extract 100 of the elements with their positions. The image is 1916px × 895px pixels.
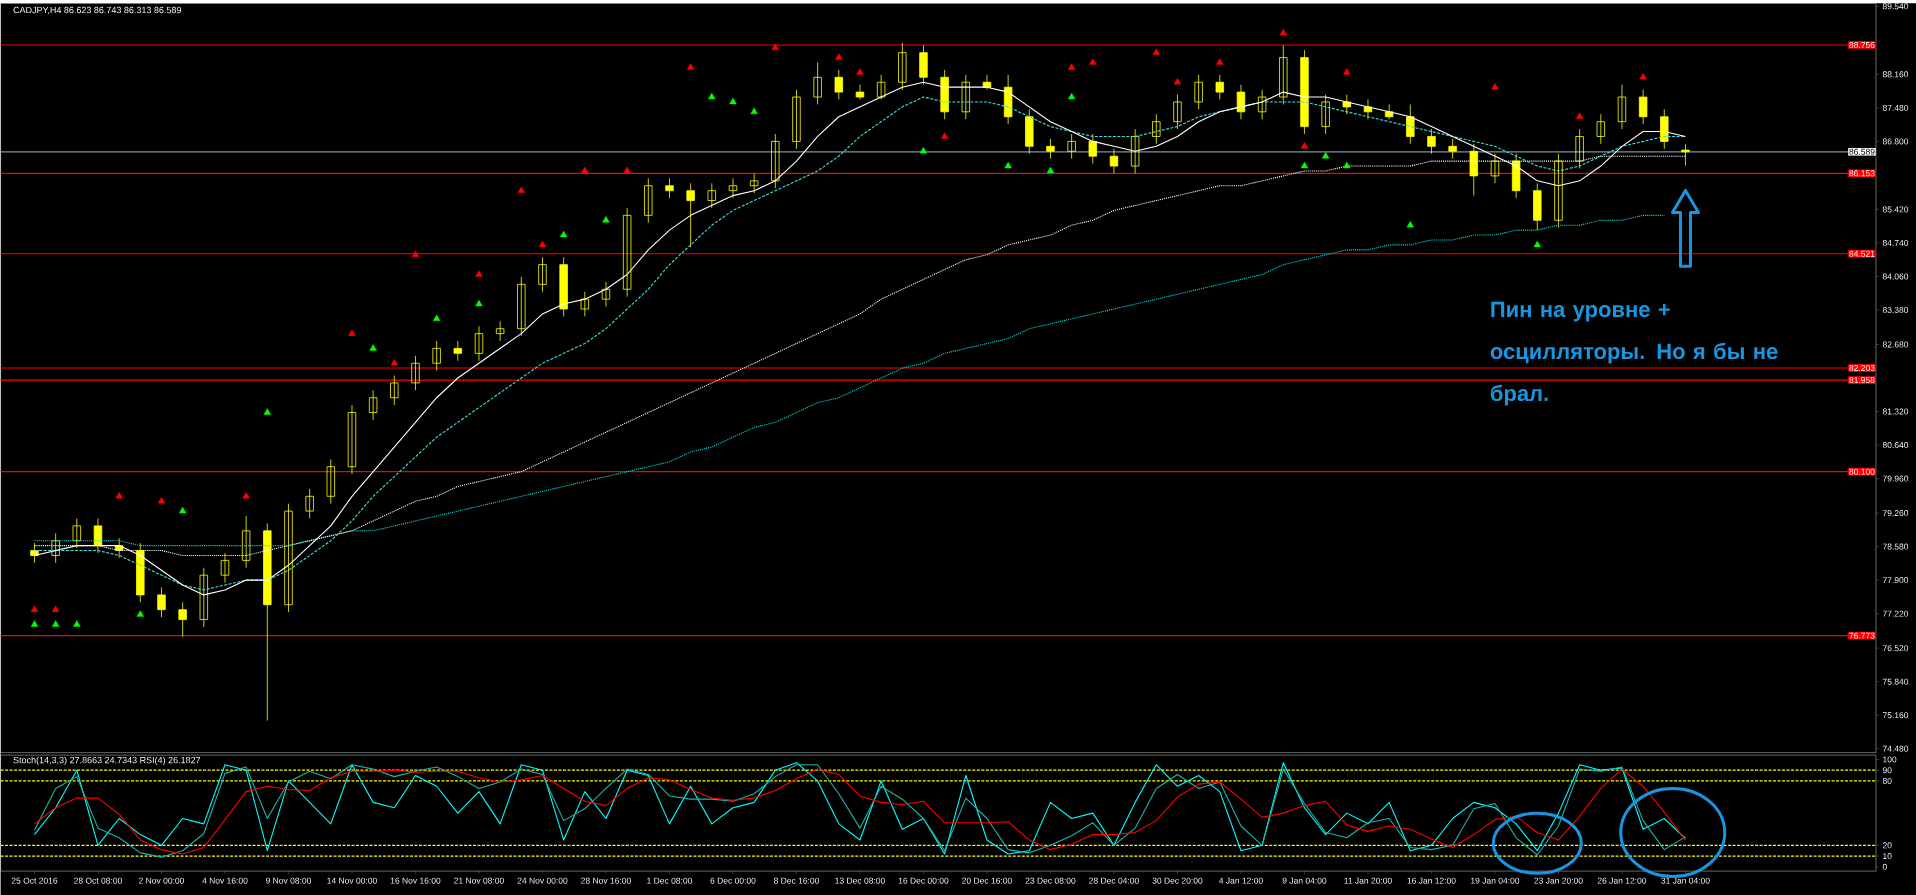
x-tick-label: 28 Oct 08:00 [74, 877, 122, 884]
y-tick-label: 20 [1882, 842, 1892, 849]
x-tick-label: 19 Jan 04:00 [1471, 877, 1520, 884]
x-tick-label: 1 Dec 08:00 [647, 877, 693, 884]
point [157, 497, 166, 504]
point [771, 43, 779, 50]
point [538, 240, 547, 248]
candlestick [263, 522, 272, 721]
candlestick [93, 518, 103, 554]
point [1533, 240, 1541, 248]
x-tick-label: 4 Jan 12:00 [1218, 877, 1263, 884]
y-tick-label: 79.960 [1882, 475, 1909, 482]
x-tick-label: 16 Dec 00:00 [898, 877, 949, 884]
point [178, 506, 187, 514]
candlestick [1448, 138, 1457, 159]
x-tick-label: 16 Jan 12:00 [1407, 877, 1456, 884]
point [136, 610, 144, 617]
candlestick [1088, 133, 1098, 164]
candlestick [686, 182, 695, 248]
ref-line-label: 86.153 [1849, 170, 1875, 177]
point [602, 216, 610, 223]
y-tick-label: 79.260 [1882, 510, 1909, 517]
y-tick-label: 78.580 [1882, 543, 1909, 550]
candlestick [1511, 153, 1521, 199]
point [390, 358, 398, 366]
ref-line-label: 88.756 [1849, 41, 1875, 48]
y-tick-label: 89.540 [1882, 3, 1909, 10]
y-tick-label: 80.640 [1882, 442, 1909, 448]
point [30, 620, 39, 627]
ref-line-label: 76.773 [1849, 632, 1875, 639]
x-tick-label: 4 Nov 16:00 [202, 877, 248, 884]
y-tick-label: 10 [1883, 853, 1892, 860]
candlestick [1300, 49, 1309, 135]
candlestick [114, 537, 124, 559]
x-tick-label: 24 Nov 00:00 [517, 877, 568, 884]
candlestick [559, 256, 568, 317]
candlestick [1025, 108, 1034, 155]
x-tick-label: 23 Dec 08:00 [1025, 877, 1076, 884]
ref-line-label: 84.521 [1849, 250, 1875, 257]
candlestick [1194, 74, 1203, 110]
y-tick-label: 76.520 [1882, 645, 1909, 652]
x-tick-label: 9 Jan 04:00 [1282, 877, 1327, 884]
point [729, 97, 737, 105]
y-tick-label: 84.740 [1882, 239, 1909, 246]
candlestick [1363, 99, 1373, 120]
y-tick-label: 75.160 [1882, 712, 1909, 719]
point [708, 92, 716, 100]
candlestick [940, 69, 949, 120]
point [1067, 92, 1076, 100]
point [623, 166, 631, 174]
annotation: Пин на уровне + осцилляторы. Но я бы не брал. [1490, 301, 1778, 406]
candlestick [432, 340, 441, 371]
x-tick-label: 9 Nov 08:00 [265, 877, 312, 884]
candlestick [1660, 108, 1669, 150]
point [750, 107, 758, 114]
point [51, 620, 60, 627]
candlestick [1638, 89, 1648, 125]
point [1575, 112, 1584, 119]
candlestick [665, 177, 674, 199]
point [1491, 82, 1499, 90]
candlestick [51, 532, 60, 564]
point [51, 605, 60, 612]
y-tick-label: 85.420 [1882, 206, 1909, 213]
candlestick [284, 503, 293, 613]
candlestick [1067, 133, 1076, 159]
y-tick-label: 86.800 [1882, 138, 1909, 145]
x-tick-label: 6 Dec 00:00 [710, 877, 756, 884]
x-tick-label: 30 Dec 20:00 [1152, 877, 1203, 884]
x-tick-label: 16 Nov 16:00 [390, 877, 441, 884]
y-tick-label: 84.060 [1882, 273, 1909, 280]
ref-line-label: 81.958 [1849, 377, 1875, 384]
candlestick [1215, 74, 1225, 100]
y-tick-label: 74.480 [1882, 745, 1909, 752]
candlestick [1554, 153, 1563, 229]
chart-title: Stoch(14,3,3) 27.8663 24.7343 RSI(4) 26.1827 [13, 756, 201, 766]
point [517, 186, 525, 193]
candlestick [982, 74, 992, 90]
x-tick-label: 25 Oct 2016 [11, 877, 58, 884]
candlestick [1173, 94, 1182, 130]
y-tick-label: 100 [1883, 756, 1897, 763]
x-tick-label: 11 Jan 20:00 [1344, 877, 1392, 884]
candlestick [157, 587, 166, 618]
y-tick-label: 88.160 [1882, 71, 1909, 78]
point [1216, 58, 1224, 65]
x-tick-label: 14 Nov 00:00 [327, 877, 377, 884]
candlestick [1533, 182, 1542, 231]
x-tick-label: 8 Dec 16:00 [773, 877, 820, 884]
point [475, 299, 483, 307]
x-tick-label: 26 Jan 12:00 [1597, 877, 1647, 884]
candlestick [411, 355, 420, 391]
point [559, 230, 568, 238]
point [940, 132, 949, 139]
point [115, 492, 123, 499]
point [73, 620, 81, 627]
candlestick [178, 601, 187, 638]
point [1300, 142, 1309, 149]
point [1152, 48, 1160, 55]
candlestick [1003, 74, 1013, 125]
y-tick-label: 0 [1882, 863, 1887, 870]
candlestick [1681, 143, 1690, 166]
